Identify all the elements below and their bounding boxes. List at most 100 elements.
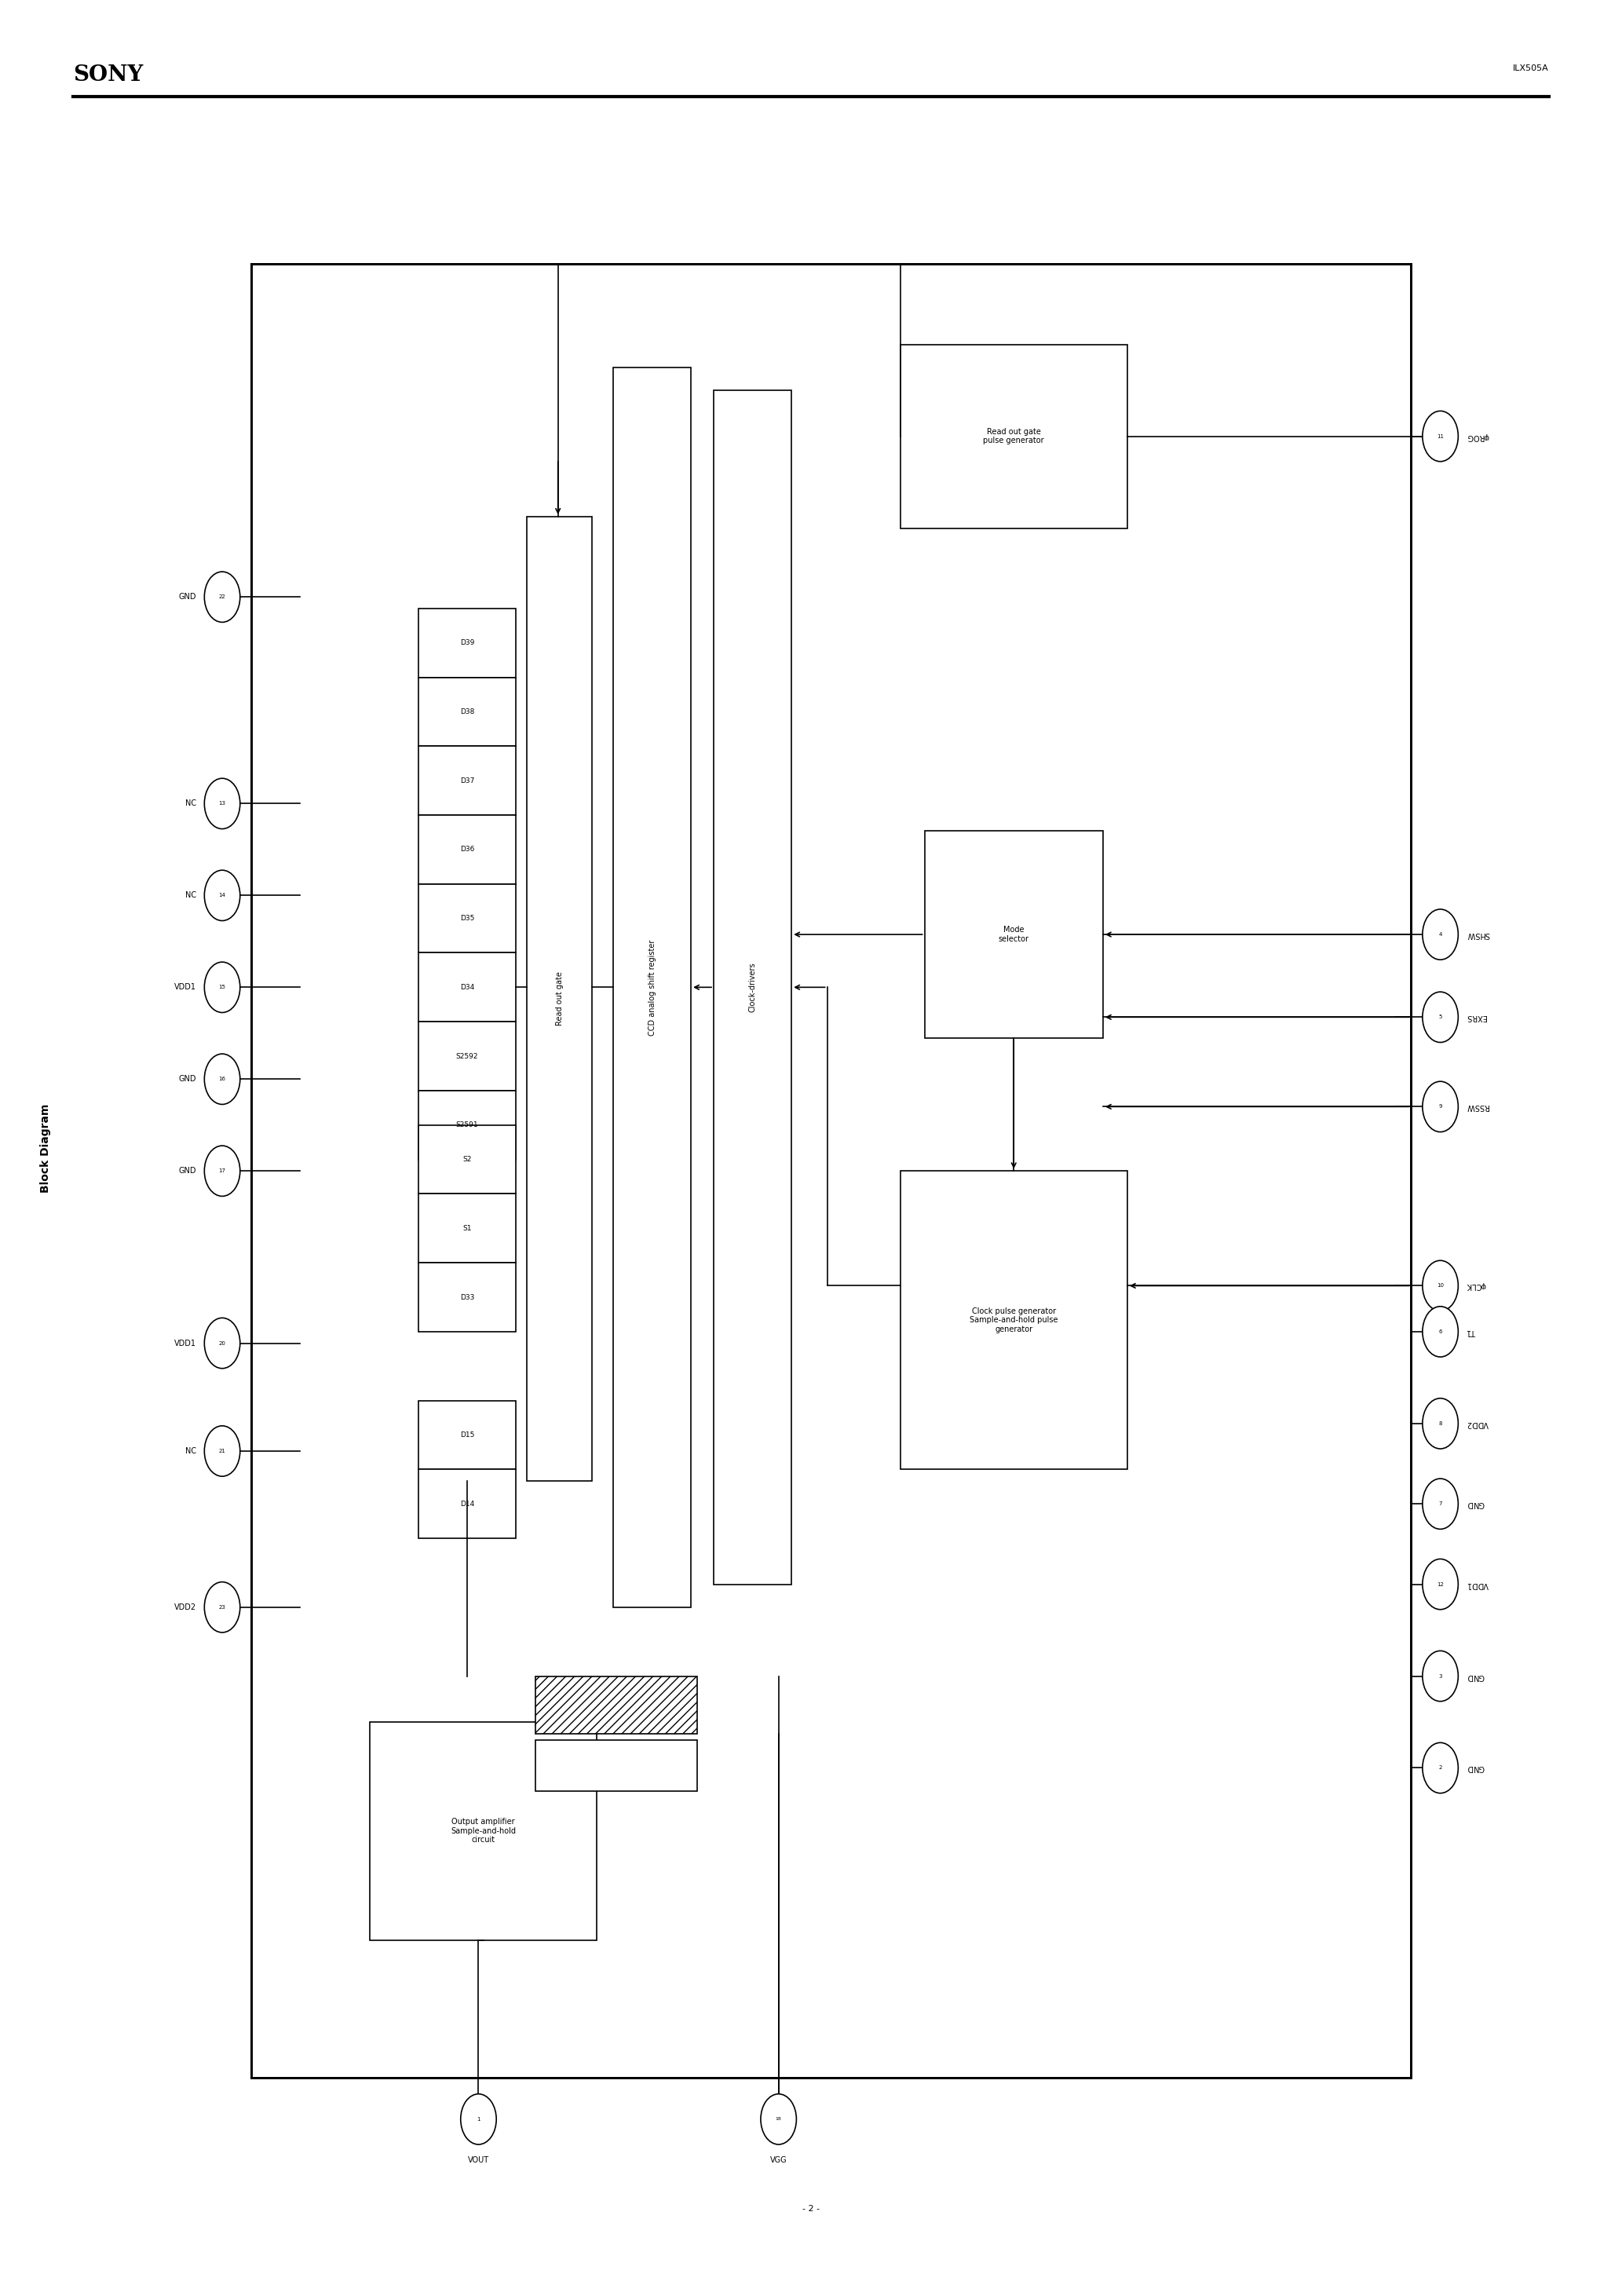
Text: ILX505A: ILX505A: [1513, 64, 1549, 71]
Text: EXRS: EXRS: [1466, 1013, 1486, 1022]
Text: D36: D36: [461, 845, 474, 854]
Text: GND: GND: [178, 592, 196, 602]
Circle shape: [204, 1582, 240, 1632]
Circle shape: [1422, 1081, 1458, 1132]
Bar: [370, 1722, 597, 1940]
Text: 3: 3: [1439, 1674, 1442, 1678]
Circle shape: [1422, 1651, 1458, 1701]
Bar: [418, 1401, 516, 1469]
Bar: [418, 1091, 516, 1159]
Text: φROG: φROG: [1466, 432, 1489, 441]
Bar: [535, 1740, 697, 1791]
Circle shape: [204, 1318, 240, 1368]
Text: NC: NC: [185, 1446, 196, 1456]
Bar: [418, 1263, 516, 1332]
Bar: [418, 1469, 516, 1538]
Text: D33: D33: [461, 1293, 474, 1302]
Bar: [418, 815, 516, 884]
Text: VGG: VGG: [770, 2156, 787, 2163]
Text: S2: S2: [462, 1155, 472, 1164]
Text: Mode
selector: Mode selector: [999, 925, 1028, 944]
Bar: [418, 884, 516, 953]
Circle shape: [204, 1426, 240, 1476]
Bar: [527, 517, 592, 1481]
Bar: [418, 1194, 516, 1263]
Text: Clock-drivers: Clock-drivers: [749, 962, 756, 1013]
Bar: [418, 953, 516, 1022]
Bar: [613, 367, 691, 1607]
Text: φCLK: φCLK: [1466, 1281, 1486, 1290]
Text: VDD2: VDD2: [1466, 1419, 1489, 1428]
Text: 1: 1: [477, 2117, 480, 2122]
Circle shape: [204, 962, 240, 1013]
Text: NC: NC: [185, 799, 196, 808]
Text: 14: 14: [219, 893, 225, 898]
Text: D35: D35: [461, 914, 474, 923]
Bar: [418, 746, 516, 815]
Text: NC: NC: [185, 891, 196, 900]
Text: 11: 11: [1437, 434, 1444, 439]
Text: GND: GND: [178, 1075, 196, 1084]
Text: GND: GND: [1466, 1499, 1484, 1508]
Circle shape: [1422, 992, 1458, 1042]
Bar: [418, 608, 516, 677]
Bar: [535, 1676, 697, 1733]
Text: Clock pulse generator
Sample-and-hold pulse
generator: Clock pulse generator Sample-and-hold pu…: [970, 1306, 1058, 1334]
Bar: [418, 1125, 516, 1194]
Text: 7: 7: [1439, 1502, 1442, 1506]
Bar: [418, 1022, 516, 1091]
Circle shape: [761, 2094, 796, 2144]
Text: S1: S1: [462, 1224, 472, 1233]
Text: 2: 2: [1439, 1766, 1442, 1770]
Bar: [925, 831, 1103, 1038]
Text: 17: 17: [219, 1169, 225, 1173]
Text: RSSW: RSSW: [1466, 1102, 1489, 1111]
Circle shape: [204, 572, 240, 622]
Text: GND: GND: [1466, 1671, 1484, 1681]
Text: 8: 8: [1439, 1421, 1442, 1426]
Circle shape: [461, 2094, 496, 2144]
Text: Read out gate
pulse generator: Read out gate pulse generator: [983, 427, 1045, 445]
Text: D39: D39: [461, 638, 474, 647]
Text: VDD2: VDD2: [174, 1603, 196, 1612]
Bar: [251, 264, 1411, 2078]
Bar: [900, 344, 1127, 528]
Circle shape: [1422, 909, 1458, 960]
Bar: [900, 1171, 1127, 1469]
Circle shape: [204, 870, 240, 921]
Text: 13: 13: [219, 801, 225, 806]
Text: 12: 12: [1437, 1582, 1444, 1587]
Text: S2591: S2591: [456, 1120, 478, 1130]
Circle shape: [1422, 1398, 1458, 1449]
Circle shape: [1422, 1306, 1458, 1357]
Text: VDD1: VDD1: [174, 1339, 196, 1348]
Text: VDD1: VDD1: [174, 983, 196, 992]
Text: D37: D37: [461, 776, 474, 785]
Text: 21: 21: [219, 1449, 225, 1453]
Circle shape: [204, 778, 240, 829]
Bar: [418, 677, 516, 746]
Text: Output amplifier
Sample-and-hold
circuit: Output amplifier Sample-and-hold circuit: [451, 1818, 516, 1844]
Text: 6: 6: [1439, 1329, 1442, 1334]
Text: 23: 23: [219, 1605, 225, 1609]
Text: VOUT: VOUT: [467, 2156, 490, 2163]
Text: 10: 10: [1437, 1283, 1444, 1288]
Circle shape: [1422, 1479, 1458, 1529]
Circle shape: [1422, 1743, 1458, 1793]
Text: D15: D15: [461, 1430, 474, 1440]
Text: Block Diagram: Block Diagram: [41, 1104, 50, 1192]
Text: GND: GND: [178, 1166, 196, 1176]
Text: SONY: SONY: [73, 64, 143, 85]
Text: D14: D14: [461, 1499, 474, 1508]
Text: D34: D34: [461, 983, 474, 992]
Text: CCD analog shift register: CCD analog shift register: [649, 939, 655, 1035]
Text: SHSW: SHSW: [1466, 930, 1489, 939]
Text: 22: 22: [219, 595, 225, 599]
Circle shape: [1422, 1559, 1458, 1609]
Circle shape: [204, 1054, 240, 1104]
Text: 15: 15: [219, 985, 225, 990]
Text: 18: 18: [775, 2117, 782, 2122]
Circle shape: [1422, 411, 1458, 461]
Text: Read out gate: Read out gate: [556, 971, 563, 1026]
Text: VDD1: VDD1: [1466, 1580, 1489, 1589]
